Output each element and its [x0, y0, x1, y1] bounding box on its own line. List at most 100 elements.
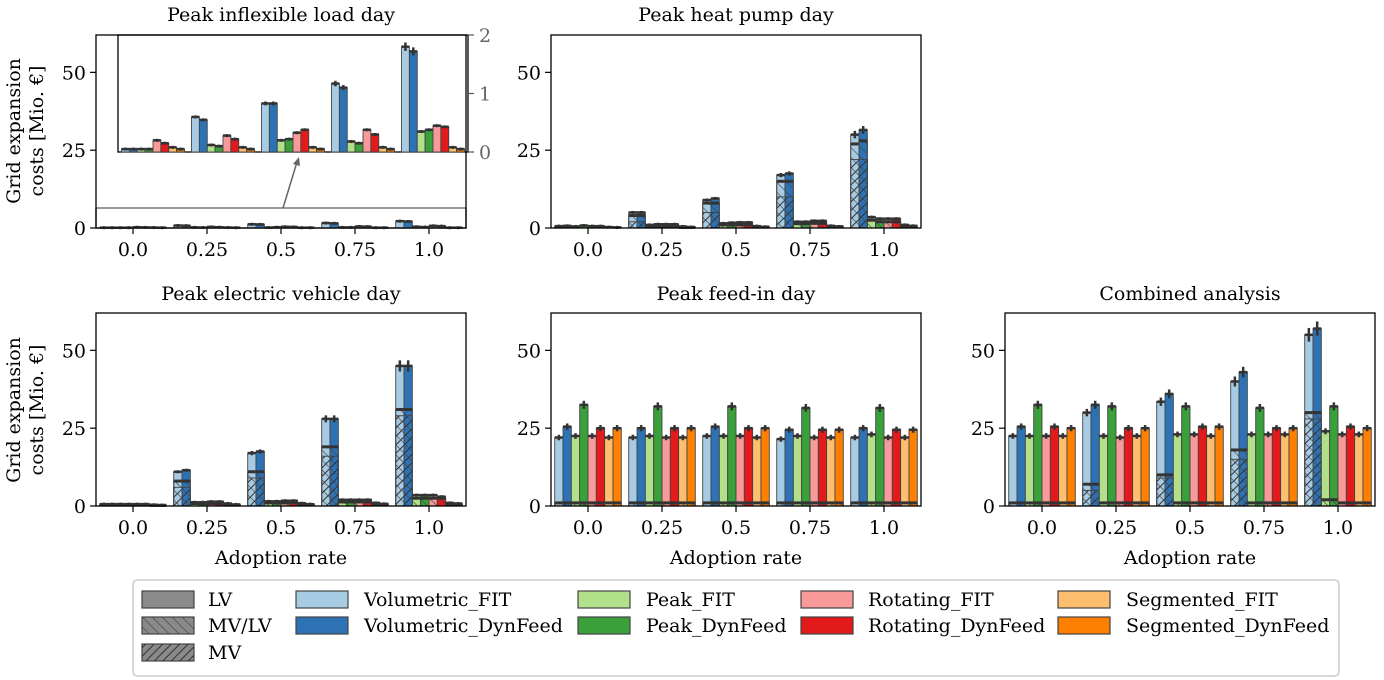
- x-tick-label: 0.75: [789, 239, 831, 261]
- bar-volumetric-fit: [850, 437, 860, 507]
- legend-frame: [132, 579, 1340, 677]
- axes-frame: [95, 34, 467, 229]
- x-tick-label: 0.25: [641, 239, 683, 261]
- bar-rotating-fit: [152, 139, 162, 153]
- bar-rotating-fit: [1041, 435, 1051, 507]
- bar-rotating-dynfeed: [891, 429, 902, 507]
- bar-series: [1008, 321, 1372, 507]
- bar-peak-fit: [416, 131, 426, 153]
- bar-segmented-dynfeed: [760, 427, 770, 507]
- bar-rotating-fit: [292, 132, 302, 153]
- bar-volumetric-fit: [401, 46, 410, 153]
- bar-peak-dynfeed: [1255, 407, 1265, 507]
- bar-volumetric-fit-mv: [173, 486, 183, 507]
- legend-swatch-volumetric-fit: [295, 590, 349, 609]
- bar-volumetric-fit-mv: [702, 211, 712, 229]
- bar-peak-fit: [570, 435, 581, 507]
- bar-rotating-fit: [883, 437, 893, 507]
- bar-peak-dynfeed: [284, 138, 294, 153]
- legend-swatch-mv-hatch: [142, 644, 194, 661]
- bar-rotating-fit: [362, 129, 372, 153]
- bar-segmented-dynfeed: [686, 427, 696, 507]
- x-tick-label: 0.0: [573, 239, 603, 261]
- bar-volumetric-dynfeed-mv: [636, 221, 646, 229]
- axis-ticks: 0 25 50 0.0 0.25 0.5 0.75 1.0: [517, 62, 899, 261]
- bar-segmented-dynfeed: [1066, 427, 1076, 507]
- bar-peak-dynfeed: [653, 405, 663, 507]
- x-tick-label: 0.75: [1243, 517, 1285, 539]
- bar-segmented-fit: [1058, 435, 1068, 507]
- bar-rotating-dynfeed: [1123, 427, 1134, 507]
- legend-swatch-peak-dynfeed: [577, 616, 631, 635]
- x-tick-label: 0.25: [641, 517, 683, 539]
- y-tick-label: 25: [517, 418, 541, 440]
- legend-label-rotating-dynfeed: Rotating_DynFeed: [868, 615, 1045, 637]
- y-tick-label: 25: [971, 418, 995, 440]
- bar-volumetric-fit: [776, 438, 786, 507]
- bar-volumetric-fit-mv: [850, 159, 860, 229]
- bar-peak-fit: [644, 435, 655, 507]
- legend-label-peak-fit: Peak_FIT: [646, 589, 735, 611]
- bar-volumetric-dynfeed-mv: [1164, 477, 1174, 507]
- bar-volumetric-fit: [702, 435, 712, 507]
- bar-peak-dynfeed: [801, 407, 811, 507]
- bar-volumetric-dynfeed: [408, 50, 418, 153]
- panel-peak-heat-pump: Peak heat pump day 0 25 50 0.0 0.25 0.5 0.75 1.…: [517, 4, 922, 261]
- bar-volumetric-fit: [628, 437, 638, 507]
- y-tick-label: 50: [62, 62, 86, 84]
- panel-title: Combined analysis: [1099, 283, 1280, 305]
- bar-segmented-fit: [1354, 433, 1364, 507]
- bar-segmented-fit: [1206, 435, 1216, 507]
- bar-rotating-dynfeed: [817, 429, 828, 507]
- axes-frame: [1004, 312, 1376, 507]
- legend-label-mv: MV: [208, 642, 241, 664]
- bar-segmented-fit: [604, 437, 614, 507]
- bar-volumetric-dynfeed: [268, 102, 278, 153]
- bar-series: [554, 400, 918, 507]
- bar-peak-fit: [346, 141, 356, 153]
- bar-volumetric-dynfeed: [784, 429, 794, 507]
- bar-peak-dynfeed: [727, 405, 737, 507]
- bar-rotating-fit: [222, 135, 232, 153]
- x-tick-label: 0.5: [1175, 517, 1205, 539]
- bar-segmented-dynfeed: [1362, 427, 1372, 507]
- legend-swatch-segmented-dynfeed: [1057, 616, 1111, 635]
- bar-volumetric-fit-mv: [628, 221, 638, 229]
- legend-swatch-lv: [141, 590, 195, 609]
- bar-volumetric-dynfeed-mv: [329, 455, 339, 507]
- bar-segmented-dynfeed: [612, 427, 622, 507]
- y-tick-label: 2: [479, 25, 491, 47]
- bar-peak-fit: [792, 435, 803, 507]
- y-tick-label: 0: [479, 142, 491, 164]
- bar-rotating-dynfeed: [1345, 426, 1356, 507]
- panel-peak-inflexible-load: Peak inflexible load day Grid expansion …: [3, 4, 491, 261]
- x-tick-label: 0.5: [266, 517, 296, 539]
- y-tick-label: 0: [529, 496, 541, 518]
- bar-segmented-fit: [900, 437, 910, 507]
- bar-peak-dynfeed: [1329, 405, 1339, 507]
- bar-volumetric-fit: [331, 83, 340, 153]
- panel-title: Peak feed-in day: [657, 283, 816, 305]
- bar-volumetric-dynfeed-mv: [858, 159, 868, 229]
- bar-volumetric-dynfeed: [1016, 426, 1026, 507]
- x-tick-label: 0.75: [789, 517, 831, 539]
- bar-segmented-dynfeed: [1140, 427, 1150, 507]
- bar-volumetric-dynfeed-mv: [1238, 458, 1248, 507]
- bar-peak-fit: [1172, 433, 1183, 507]
- bar-volumetric-fit-mv: [1304, 418, 1314, 507]
- y-axis-label-line2: costs [Mio. €]: [26, 345, 48, 476]
- legend-label-peak-dynfeed: Peak_DynFeed: [646, 615, 787, 637]
- x-tick-label: 1.0: [869, 239, 899, 261]
- bar-volumetric-fit-mv: [1230, 458, 1240, 507]
- y-tick-label: 25: [62, 418, 86, 440]
- y-axis-label-line1: Grid expansion: [3, 58, 25, 204]
- bar-volumetric-fit-mv: [776, 196, 786, 229]
- legend-swatch-peak-fit: [577, 590, 631, 609]
- y-tick-label: 0: [74, 496, 86, 518]
- bar-peak-fit: [1246, 433, 1257, 507]
- bar-volumetric-dynfeed: [710, 426, 720, 507]
- axes-frame: [550, 34, 922, 229]
- legend-label-segmented-fit: Segmented_FIT: [1126, 589, 1278, 611]
- panel-title: Peak heat pump day: [638, 4, 834, 26]
- bar-volumetric-dynfeed-mv: [403, 415, 413, 507]
